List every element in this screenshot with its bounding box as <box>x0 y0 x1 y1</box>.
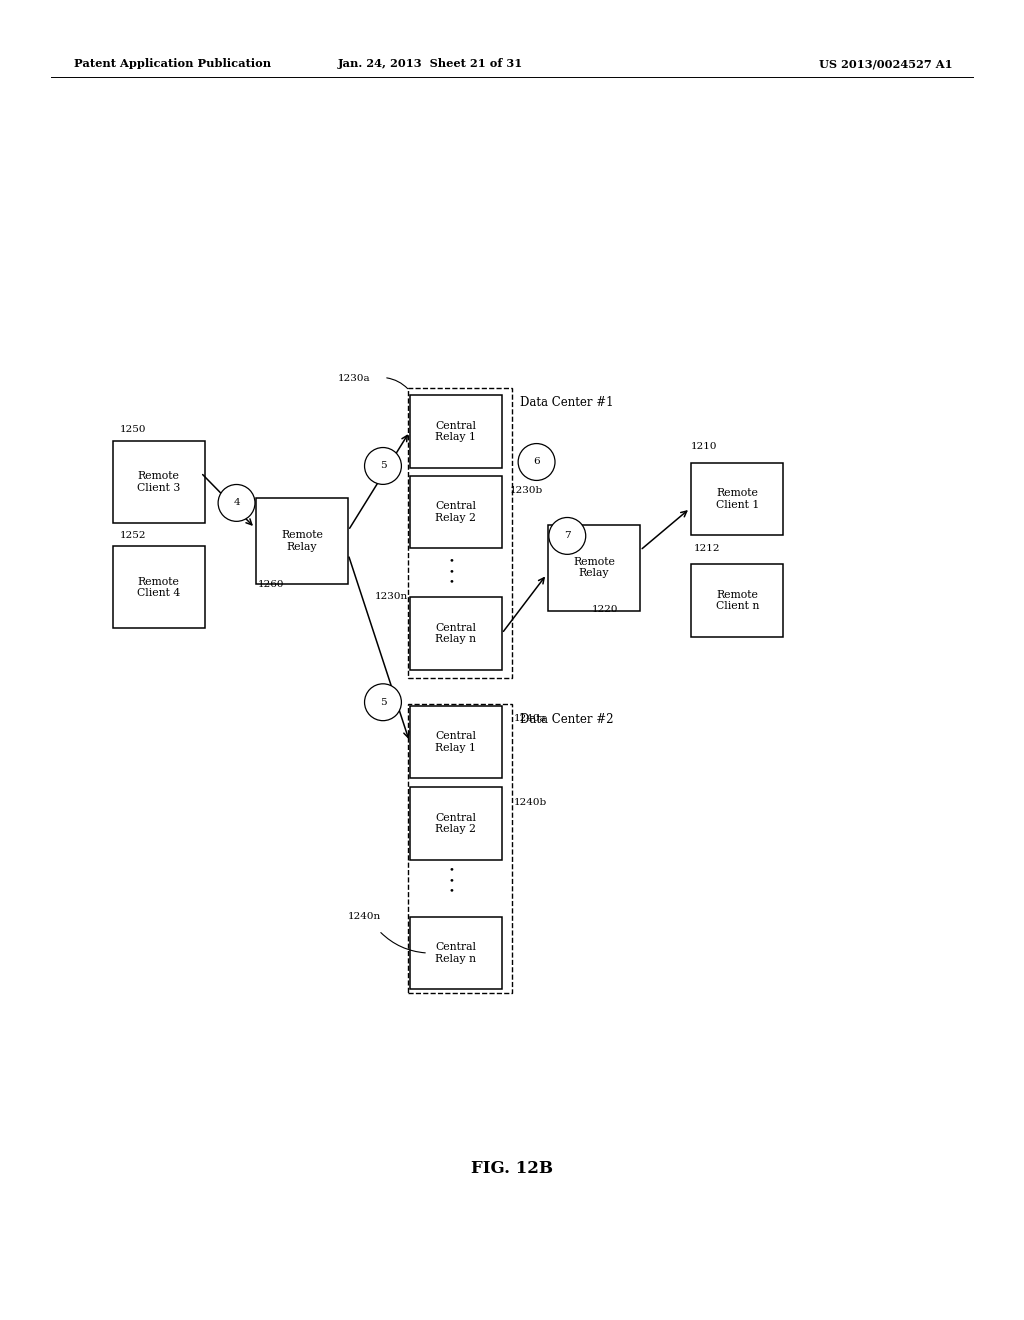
Text: 4: 4 <box>233 499 240 507</box>
Text: Remote
Relay: Remote Relay <box>282 531 323 552</box>
Text: 1220: 1220 <box>592 605 618 614</box>
Text: 1230n: 1230n <box>375 591 408 601</box>
Bar <box>113 546 205 628</box>
Text: Data Center #1: Data Center #1 <box>520 396 613 409</box>
Text: 1240n: 1240n <box>348 912 381 921</box>
Bar <box>410 916 502 990</box>
Text: 1250: 1250 <box>120 425 146 434</box>
Text: •
•
•: • • • <box>449 557 455 586</box>
Text: 1230a: 1230a <box>338 374 371 383</box>
Text: Remote
Client 4: Remote Client 4 <box>137 577 180 598</box>
Text: 1240a: 1240a <box>514 714 547 723</box>
Text: Central
Relay 2: Central Relay 2 <box>435 813 476 834</box>
Text: Remote
Client 1: Remote Client 1 <box>716 488 759 510</box>
Text: •
•
•: • • • <box>449 866 455 895</box>
Text: Data Center #2: Data Center #2 <box>520 713 613 726</box>
Text: Central
Relay 2: Central Relay 2 <box>435 502 476 523</box>
Bar <box>113 441 205 523</box>
Ellipse shape <box>549 517 586 554</box>
Text: 7: 7 <box>564 532 570 540</box>
Text: Jan. 24, 2013  Sheet 21 of 31: Jan. 24, 2013 Sheet 21 of 31 <box>338 58 522 69</box>
Bar <box>691 462 783 536</box>
Text: Remote
Relay: Remote Relay <box>573 557 614 578</box>
Text: Remote
Client 3: Remote Client 3 <box>137 471 180 492</box>
Text: Central
Relay 1: Central Relay 1 <box>435 421 476 442</box>
Bar <box>410 787 502 861</box>
Bar <box>410 396 502 467</box>
Text: 1240b: 1240b <box>514 797 547 807</box>
Text: Central
Relay n: Central Relay n <box>435 623 476 644</box>
Text: 1212: 1212 <box>694 544 721 553</box>
Text: 5: 5 <box>380 698 386 706</box>
Text: US 2013/0024527 A1: US 2013/0024527 A1 <box>819 58 952 69</box>
Bar <box>256 498 348 583</box>
Bar <box>548 524 640 610</box>
Bar <box>408 704 512 993</box>
Text: 5: 5 <box>380 462 386 470</box>
Bar <box>410 597 502 671</box>
Text: 1252: 1252 <box>120 531 146 540</box>
Text: Patent Application Publication: Patent Application Publication <box>74 58 271 69</box>
Text: 6: 6 <box>534 458 540 466</box>
Ellipse shape <box>365 447 401 484</box>
Ellipse shape <box>365 684 401 721</box>
Ellipse shape <box>518 444 555 480</box>
Bar <box>410 475 502 549</box>
Text: 1260: 1260 <box>258 579 285 589</box>
Ellipse shape <box>218 484 255 521</box>
Text: 1210: 1210 <box>691 442 718 451</box>
Text: 1230b: 1230b <box>510 486 543 495</box>
Text: Central
Relay n: Central Relay n <box>435 942 476 964</box>
Bar <box>408 388 512 678</box>
Bar <box>691 564 783 636</box>
Text: Remote
Client n: Remote Client n <box>716 590 759 611</box>
Text: FIG. 12B: FIG. 12B <box>471 1160 553 1176</box>
Bar <box>410 705 502 777</box>
Text: Central
Relay 1: Central Relay 1 <box>435 731 476 752</box>
